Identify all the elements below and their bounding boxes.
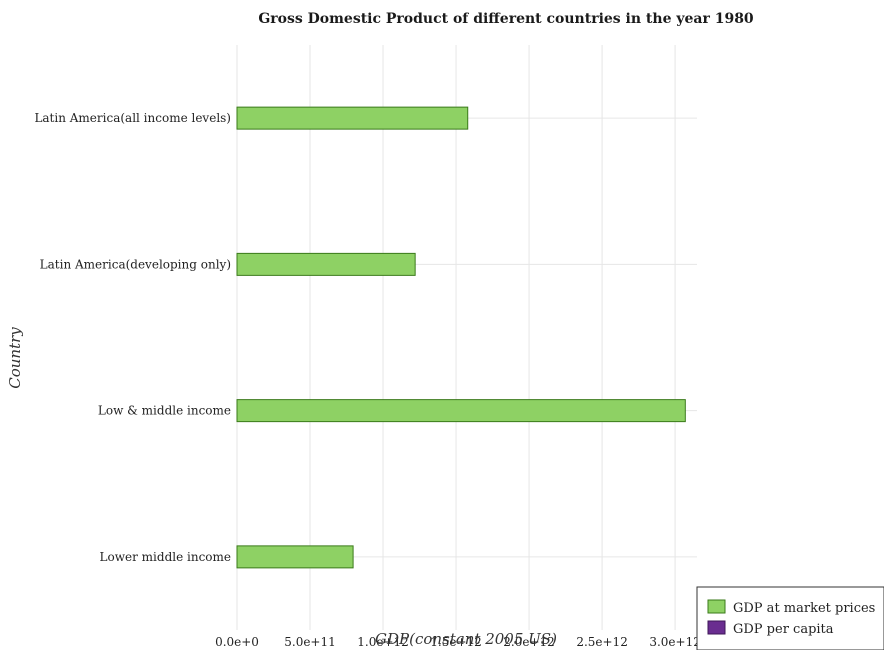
bar-gdp-market-prices [236,399,686,423]
x-tick-label: 1.5e+12 [430,635,482,649]
x-tick-label: 3.0e+12 [649,635,701,649]
legend: GDP at market prices GDP per capita [696,586,884,651]
y-tick-label: Lower middle income [100,550,231,564]
legend-swatch-gdp-market [707,599,726,614]
legend-swatch-gdp-per-capita [707,620,726,635]
y-tick-label: Low & middle income [98,404,231,418]
x-tick-label: 0.0e+0 [215,635,259,649]
legend-label-gdp-per-capita: GDP per capita [733,622,834,637]
x-axis-label: GDP(constant 2005 US) [375,630,557,648]
legend-box [696,586,884,651]
legend-label-gdp-market: GDP at market prices [733,601,875,616]
y-tick-label: Latin America(all income levels) [34,111,231,125]
bar-gdp-market-prices [236,252,416,276]
bar-gdp-market-prices [236,106,469,130]
bars [236,106,686,569]
axis-ticks: 0.0e+0 5.0e+11 1.0e+12 1.5e+12 2.0e+12 2.5e+1… [34,111,700,649]
y-tick-label: Latin America(developing only) [40,257,231,271]
x-tick-label: 1.0e+12 [357,635,409,649]
bar-gdp-market-prices [236,545,354,569]
y-axis-label: Country [6,327,24,389]
x-tick-label: 2.0e+12 [503,635,555,649]
grid [236,45,697,630]
chart-title: Gross Domestic Product of different coun… [258,11,754,27]
x-tick-label: 2.5e+12 [576,635,628,649]
x-tick-label: 5.0e+11 [284,635,336,649]
